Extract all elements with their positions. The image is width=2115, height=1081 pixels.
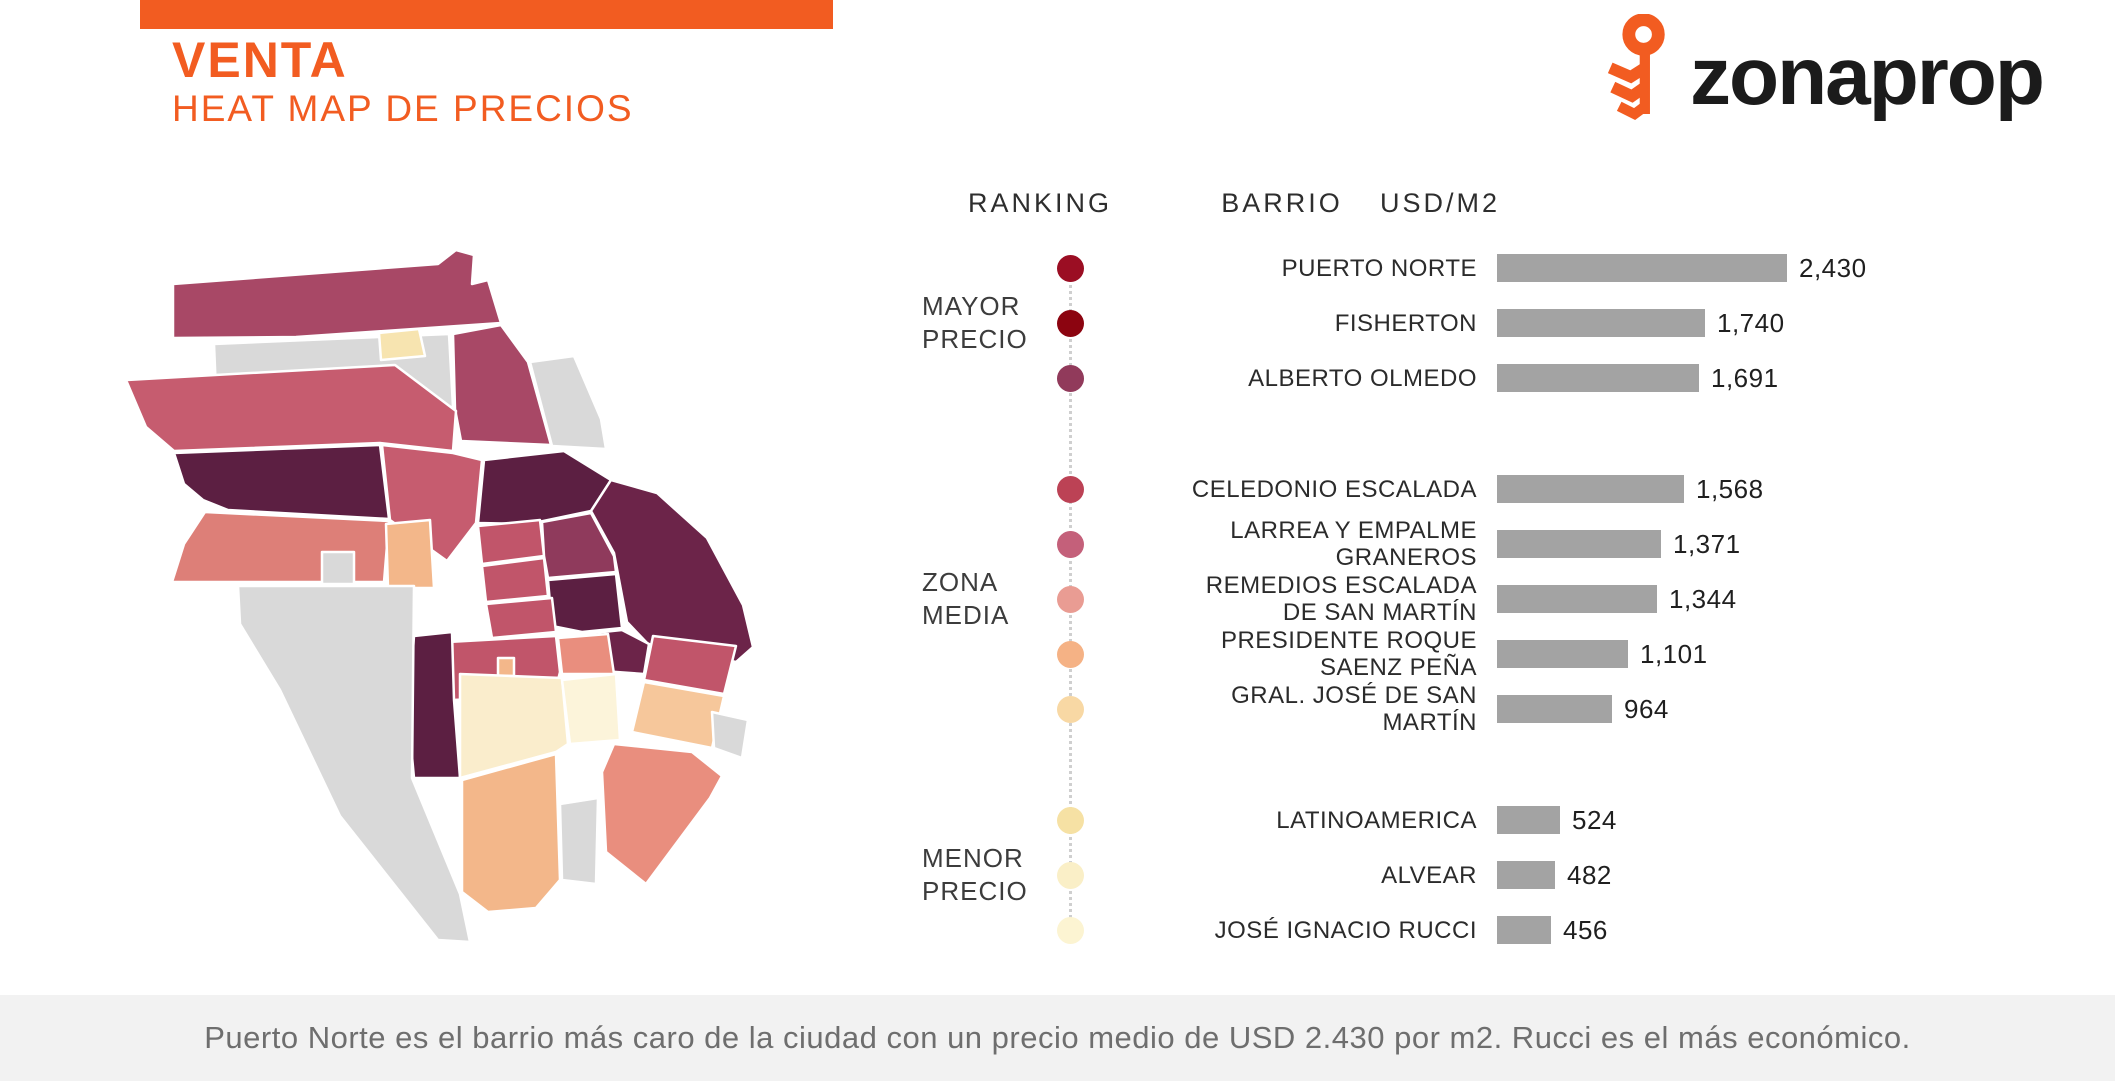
- bar-value: 524: [1572, 805, 1617, 835]
- map-region-23: [496, 656, 516, 678]
- brand-wordmark: zonaprop: [1690, 31, 2045, 122]
- bar-value: 1,691: [1711, 363, 1779, 393]
- map-svg: [124, 248, 755, 944]
- value-bar: [1497, 585, 1657, 613]
- map-region-12: [384, 518, 436, 590]
- ranking-dot: [1057, 365, 1084, 392]
- ranking-dot: [1057, 862, 1084, 889]
- ranking-dot: [1057, 696, 1084, 723]
- ranking-chart: RANKING BARRIO USD/M2 PUERTO NORTE 2,430 F…: [900, 170, 2020, 985]
- footer-note: Puerto Norte es el barrio más caro de la…: [204, 1020, 1911, 1055]
- column-header-usd-m2: USD/M2: [1379, 188, 1500, 218]
- value-bar: [1497, 806, 1560, 834]
- map-region-6: [172, 443, 391, 521]
- ranking-dot: [1057, 531, 1084, 558]
- ranking-dot: [1057, 641, 1084, 668]
- page-subtitle: HEAT MAP DE PRECIOS: [172, 88, 634, 129]
- value-bar: [1497, 475, 1684, 503]
- value-bar: [1497, 695, 1612, 723]
- barrio-label: REMEDIOS ESCALADA DE SAN MARTÍN: [1205, 572, 1477, 626]
- footer-bar: Puerto Norte es el barrio más caro de la…: [0, 995, 2115, 1081]
- map-region-25: [406, 630, 462, 780]
- barrio-label: ALBERTO OLMEDO: [1248, 364, 1477, 392]
- map-region-11: [320, 550, 356, 586]
- heatmap-city-map: [108, 192, 788, 982]
- map-region-2: [377, 327, 427, 362]
- map-region-19: [642, 634, 738, 696]
- barrio-label: JOSÉ IGNACIO RUCCI: [1214, 916, 1477, 944]
- header-accent-bar: [140, 0, 833, 29]
- map-region-4: [528, 354, 608, 451]
- ranking-dot: [1057, 586, 1084, 613]
- value-bar: [1497, 364, 1699, 392]
- map-region-5: [124, 363, 458, 453]
- bar-value: 964: [1624, 694, 1669, 724]
- barrio-label: GRAL. JOSÉ DE SAN MARTÍN: [1231, 682, 1477, 736]
- ranking-dot: [1057, 476, 1084, 503]
- value-bar: [1497, 640, 1628, 668]
- bar-value: 482: [1567, 860, 1612, 890]
- value-bar: [1497, 916, 1551, 944]
- group-label-0: MAYOR PRECIO: [922, 291, 1028, 354]
- bar-value: 1,101: [1640, 639, 1708, 669]
- map-region-10: [170, 510, 391, 584]
- barrio-label: ALVEAR: [1381, 861, 1477, 889]
- value-bar: [1497, 254, 1787, 282]
- bar-value: 1,740: [1717, 308, 1785, 338]
- map-region-30: [600, 742, 724, 886]
- map-region-28: [460, 752, 562, 914]
- bar-value: 456: [1563, 915, 1608, 945]
- bar-value: 1,371: [1673, 529, 1741, 559]
- column-header-barrio: BARRIO: [1221, 188, 1343, 218]
- map-region-17: [484, 596, 558, 640]
- value-bar: [1497, 530, 1661, 558]
- ranking-dot: [1057, 310, 1084, 337]
- barrio-label: PRESIDENTE ROQUE SAENZ PEÑA: [1220, 627, 1477, 681]
- map-region-29: [558, 796, 600, 886]
- barrio-label: FISHERTON: [1334, 309, 1477, 337]
- page-title: VENTA: [172, 32, 348, 88]
- map-region-27: [560, 672, 622, 746]
- map-region-9: [589, 478, 755, 664]
- brand-logo: zonaprop: [1598, 14, 2045, 132]
- value-bar: [1497, 861, 1555, 889]
- bar-value: 2,430: [1799, 253, 1867, 283]
- ranking-dot: [1057, 807, 1084, 834]
- title-block: VENTA HEAT MAP DE PRECIOS: [172, 34, 634, 132]
- map-region-26: [458, 672, 570, 780]
- zonaprop-key-icon: [1607, 14, 1665, 121]
- group-label-2: MENOR PRECIO: [922, 843, 1028, 906]
- barrio-label: LARREA Y EMPALME GRANEROS: [1230, 517, 1477, 571]
- group-label-1: ZONA MEDIA: [922, 567, 1010, 630]
- map-region-21: [710, 710, 750, 760]
- map-region-0: [171, 248, 503, 340]
- bar-value: 1,568: [1696, 474, 1764, 504]
- map-region-31: [236, 584, 472, 944]
- barrio-label: CELEDONIO ESCALADA: [1191, 475, 1477, 503]
- map-region-15: [480, 556, 550, 604]
- ranking-dot: [1057, 255, 1084, 282]
- barrio-label: PUERTO NORTE: [1281, 254, 1477, 282]
- bar-value: 1,344: [1669, 584, 1737, 614]
- value-bar: [1497, 309, 1705, 337]
- barrio-label: LATINOAMERICA: [1276, 806, 1477, 834]
- ranking-dot: [1057, 917, 1084, 944]
- map-region-3: [451, 323, 553, 447]
- map-region-16: [546, 572, 624, 634]
- map-region-13: [476, 518, 546, 566]
- map-region-24: [556, 632, 616, 676]
- map-region-14: [540, 511, 618, 580]
- map-region-20: [630, 680, 726, 750]
- column-header-ranking: RANKING: [967, 188, 1113, 218]
